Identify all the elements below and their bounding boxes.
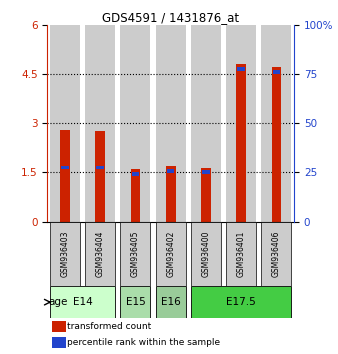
Text: GSM936401: GSM936401	[237, 231, 246, 277]
Text: GSM936405: GSM936405	[131, 230, 140, 277]
Bar	[166, 166, 176, 222]
Bar	[50, 25, 80, 222]
Bar	[191, 25, 221, 222]
Bar	[262, 25, 291, 222]
Bar	[156, 286, 186, 318]
Bar	[191, 286, 291, 318]
Bar	[167, 169, 174, 173]
Title: GDS4591 / 1431876_at: GDS4591 / 1431876_at	[102, 11, 239, 24]
Bar	[50, 222, 80, 286]
Bar	[132, 172, 139, 176]
Bar	[226, 222, 256, 286]
Bar	[120, 25, 150, 222]
Bar	[202, 170, 210, 174]
Text: E16: E16	[161, 297, 180, 307]
Text: age: age	[48, 297, 67, 307]
Bar	[85, 25, 115, 222]
Bar	[50, 286, 115, 318]
Bar	[52, 337, 66, 348]
Bar	[238, 67, 245, 71]
Bar	[236, 64, 246, 222]
Bar	[156, 25, 186, 222]
Text: E15: E15	[125, 297, 145, 307]
Text: GSM936400: GSM936400	[201, 230, 211, 277]
Bar	[191, 222, 221, 286]
Bar	[60, 130, 70, 222]
Bar	[120, 222, 150, 286]
Text: percentile rank within the sample: percentile rank within the sample	[67, 338, 220, 347]
Text: GSM936402: GSM936402	[166, 231, 175, 277]
Text: GSM936404: GSM936404	[96, 230, 105, 277]
Bar	[61, 166, 69, 170]
Bar	[262, 222, 291, 286]
Bar	[226, 25, 256, 222]
Bar	[271, 67, 281, 222]
Text: transformed count: transformed count	[67, 322, 151, 331]
Bar	[85, 222, 115, 286]
Bar	[96, 166, 104, 170]
Bar	[130, 169, 140, 222]
Text: E17.5: E17.5	[226, 297, 256, 307]
Text: GSM936403: GSM936403	[61, 230, 69, 277]
Bar	[273, 70, 280, 74]
Text: E14: E14	[73, 297, 93, 307]
Bar	[156, 222, 186, 286]
Bar	[201, 169, 211, 222]
Bar	[120, 286, 150, 318]
Bar	[52, 320, 66, 332]
Text: GSM936406: GSM936406	[272, 230, 281, 277]
Bar	[95, 131, 105, 222]
